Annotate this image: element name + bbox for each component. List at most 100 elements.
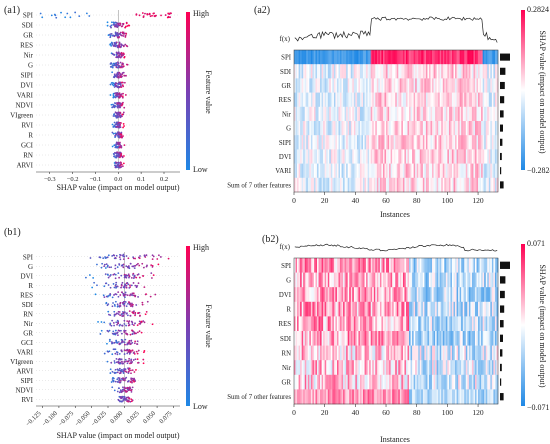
heat-cell xyxy=(479,374,482,390)
heat-cell xyxy=(306,316,309,332)
shap-point xyxy=(123,285,126,288)
shap-point xyxy=(111,145,114,148)
heat-cell xyxy=(405,149,408,164)
heat-cell xyxy=(478,301,480,317)
heat-cell xyxy=(367,360,370,376)
shap-point xyxy=(129,362,131,365)
heat-cell xyxy=(421,272,424,288)
heat-cell xyxy=(430,374,433,390)
heat-cell xyxy=(488,258,491,273)
shap-point xyxy=(126,265,129,268)
shap-point xyxy=(126,294,129,297)
heat-cell xyxy=(393,258,396,273)
heat-cell xyxy=(474,177,477,193)
shap-point xyxy=(114,105,117,108)
shap-point xyxy=(124,387,127,390)
heat-cell xyxy=(332,258,335,273)
shap-point xyxy=(144,293,147,296)
heat-cell xyxy=(369,106,371,122)
heat-cell xyxy=(493,360,496,376)
heat-cell xyxy=(381,92,384,108)
shap-point xyxy=(129,314,132,317)
heat-cell xyxy=(386,331,388,346)
heat-cell xyxy=(493,135,496,150)
heat-cell xyxy=(430,50,433,65)
heat-cell xyxy=(346,374,348,390)
heat-cell xyxy=(442,374,445,390)
shap-point xyxy=(152,274,155,277)
shap-point xyxy=(132,303,134,306)
shap-point xyxy=(127,399,130,402)
shap-point xyxy=(108,313,110,316)
heat-cell xyxy=(298,374,301,390)
heat-cell xyxy=(373,163,376,179)
shap-point xyxy=(123,386,126,389)
heat-cell xyxy=(484,121,487,136)
heat-cell xyxy=(378,50,381,65)
heat-cell xyxy=(439,287,442,303)
heat-cell xyxy=(378,92,381,108)
heat-cell xyxy=(310,287,313,303)
heat-cell xyxy=(419,121,422,136)
heat-cell xyxy=(350,78,353,93)
heat-cell xyxy=(424,135,427,150)
x-tick-label: 20 xyxy=(321,196,329,205)
heat-cell xyxy=(344,374,347,390)
heat-cell xyxy=(470,64,473,79)
xlabel-a1: SHAP value (impact on model output) xyxy=(56,183,179,192)
shap-point xyxy=(109,34,112,37)
heat-cell xyxy=(430,106,433,122)
shap-point xyxy=(117,387,120,390)
heat-cell xyxy=(340,64,342,79)
heat-cell xyxy=(315,374,318,390)
heat-cell xyxy=(479,78,482,93)
heat-cell xyxy=(481,360,483,376)
shap-point xyxy=(150,272,153,275)
shap-point xyxy=(120,93,123,96)
heat-cell xyxy=(332,50,335,65)
heat-cell xyxy=(474,345,477,361)
heat-cell xyxy=(438,64,441,79)
shap-point xyxy=(126,312,128,315)
heat-cell xyxy=(300,389,302,405)
heat-cell xyxy=(424,360,427,376)
shap-point xyxy=(118,329,121,332)
heat-cell xyxy=(476,78,479,93)
heat-cell xyxy=(318,258,321,273)
colorbar-max-a2: 0.2824 xyxy=(527,5,549,14)
heat-cell xyxy=(490,50,493,65)
heat-cell xyxy=(494,163,497,179)
heat-cell xyxy=(353,389,356,405)
heat-cell xyxy=(375,78,378,93)
shap-point xyxy=(114,368,117,371)
heat-cell xyxy=(399,374,402,390)
heat-cell xyxy=(301,177,304,193)
heat-cell xyxy=(393,345,396,361)
heat-cell xyxy=(436,64,439,79)
heat-cell xyxy=(356,50,359,65)
heat-cell xyxy=(324,374,327,390)
heat-cell xyxy=(412,345,414,361)
shap-point xyxy=(124,358,127,361)
heat-cell xyxy=(352,331,355,346)
heat-cell xyxy=(432,106,434,122)
shap-point xyxy=(116,323,118,326)
heat-cell xyxy=(484,258,487,273)
heat-cell xyxy=(304,106,307,122)
heat-cell xyxy=(435,374,437,390)
heat-cell xyxy=(415,316,417,332)
heat-cell xyxy=(324,272,327,288)
heat-cell xyxy=(404,177,407,193)
shap-point xyxy=(130,377,133,380)
feature-label: RES xyxy=(20,291,33,299)
shap-point xyxy=(112,379,114,382)
heat-cell xyxy=(405,163,408,179)
heat-cell xyxy=(355,78,358,93)
heat-cell xyxy=(366,135,368,150)
shap-point xyxy=(107,350,110,353)
heat-cell xyxy=(375,331,378,346)
heat-cell xyxy=(300,258,302,273)
heat-cell xyxy=(382,50,385,65)
heat-cell xyxy=(330,177,333,193)
heat-cell xyxy=(323,149,325,164)
